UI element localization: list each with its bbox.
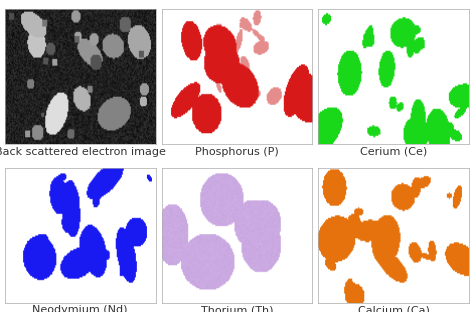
X-axis label: Cerium (Ce): Cerium (Ce)	[360, 147, 428, 157]
X-axis label: Phosphorus (P): Phosphorus (P)	[195, 147, 279, 157]
X-axis label: Back scattered electron image: Back scattered electron image	[0, 147, 165, 157]
X-axis label: Calcium (Ca): Calcium (Ca)	[358, 305, 430, 312]
X-axis label: Thorium (Th): Thorium (Th)	[201, 305, 273, 312]
X-axis label: Neodymium (Nd): Neodymium (Nd)	[32, 305, 128, 312]
